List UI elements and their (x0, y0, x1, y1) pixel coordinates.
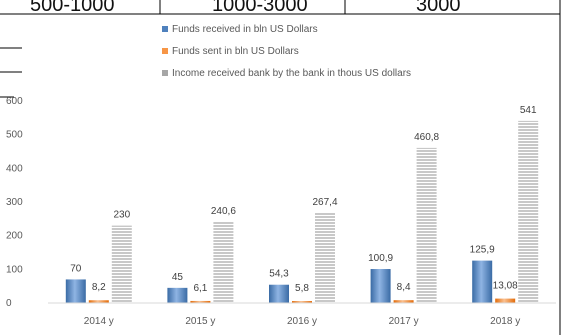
y-tick-label: 200 (6, 231, 23, 242)
data-label: 267,4 (312, 197, 337, 208)
x-tick-label: 2015 y (185, 316, 215, 327)
bar (370, 269, 391, 303)
bar (416, 147, 437, 303)
legend-swatch (162, 48, 168, 54)
data-label: 125,9 (470, 245, 495, 256)
data-label: 240,6 (211, 206, 236, 217)
bar (393, 300, 414, 303)
y-tick-label: 100 (6, 264, 23, 275)
bar (111, 225, 132, 303)
x-tick-label: 2016 y (287, 316, 317, 327)
x-axis: 2014 y 2015 y 2016 y 2017 y 2018 y (48, 302, 556, 327)
data-label: 6,1 (193, 283, 207, 294)
x-tick-label: 2014 y (84, 316, 114, 327)
bar (65, 279, 86, 303)
bar (315, 212, 335, 303)
data-label: 8,2 (92, 282, 106, 293)
data-label: 460,8 (414, 132, 439, 143)
y-tick-label: 600 (6, 96, 23, 107)
table-cell: 500-1000 (30, 0, 115, 16)
data-label: 100,9 (368, 253, 393, 264)
data-label: 70 (70, 263, 82, 274)
data-label: 45 (172, 272, 184, 283)
bar (213, 221, 234, 303)
legend-swatch (162, 70, 168, 76)
bar (518, 120, 539, 303)
y-tick-label: 300 (6, 197, 23, 208)
data-label: 5,8 (295, 283, 309, 294)
bar (167, 287, 188, 303)
table-fragment: 500-1000 1000-3000 3000 (0, 0, 566, 100)
chart-legend: Funds received in bln US Dollars Funds se… (162, 24, 411, 79)
bar (88, 300, 109, 303)
bar (190, 300, 211, 303)
bar (495, 298, 516, 303)
data-label: 541 (520, 105, 537, 116)
legend-entry: Funds received in bln US Dollars (172, 24, 318, 35)
plot-area: 70 8,2 230 45 6,1 240,6 54,3 5,8 267,4 100,9 8,4 46… (65, 105, 539, 303)
y-axis: 0 100 200 300 400 500 600 (6, 96, 23, 309)
y-tick-label: 0 (6, 298, 12, 309)
data-label: 13,08 (493, 281, 518, 292)
bar (292, 301, 312, 303)
y-tick-label: 500 (6, 130, 23, 141)
legend-entry: Income received bank by the bank in thou… (172, 68, 411, 79)
data-label: 230 (113, 210, 130, 221)
bar (269, 284, 289, 303)
x-tick-label: 2018 y (490, 316, 520, 327)
bar (472, 260, 493, 303)
table-cell: 1000-3000 (212, 0, 308, 16)
data-label: 8,4 (397, 282, 411, 293)
y-tick-label: 400 (6, 163, 23, 174)
table-cell: 3000 (416, 0, 461, 16)
legend-swatch (162, 26, 168, 32)
x-tick-label: 2017 y (389, 316, 419, 327)
data-label: 54,3 (269, 269, 289, 280)
legend-entry: Funds sent in bln US Dollars (172, 46, 299, 57)
